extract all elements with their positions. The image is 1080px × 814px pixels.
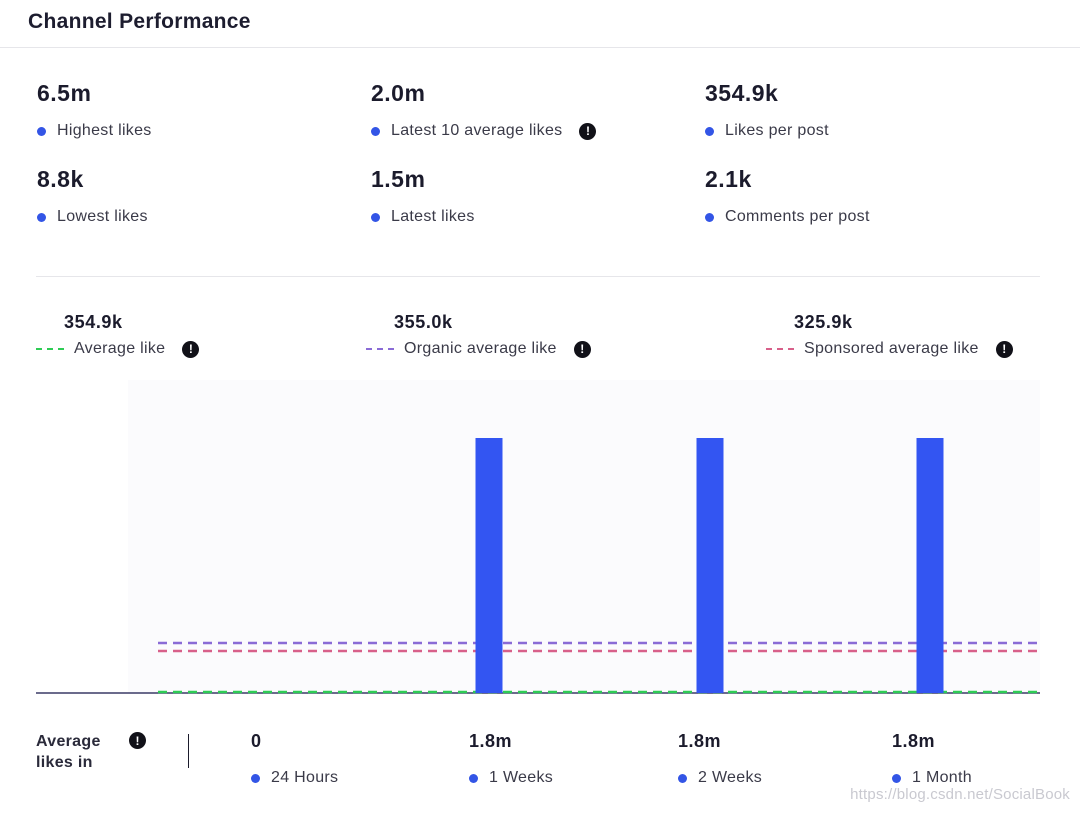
stat-likes-per-post: 354.9k Likes per post (705, 80, 1005, 150)
stat-lowest-likes: 8.8k Lowest likes (37, 166, 337, 236)
bars (475, 438, 944, 693)
page-title: Channel Performance (28, 10, 251, 33)
stat-label: Latest likes (391, 208, 475, 225)
stat-label: Likes per post (725, 122, 829, 139)
period-value: 1.8m (892, 731, 936, 751)
axis-separator (188, 734, 189, 768)
info-icon[interactable]: ! (995, 340, 1013, 358)
stat-value: 6.5m (37, 80, 92, 106)
watermark: https://blog.csdn.net/SocialBook (850, 786, 1070, 803)
stat-value: 354.9k (705, 80, 779, 106)
reference-lines (158, 641, 1040, 694)
average-likes-bar-chart (36, 380, 1040, 694)
card-header: Channel Performance (0, 0, 1080, 48)
stat-label: Comments per post (725, 208, 870, 225)
bullet-dot (705, 212, 714, 222)
period-value: 1.8m (469, 731, 513, 751)
section-divider (36, 276, 1040, 277)
legend-label: Sponsored average like (804, 340, 979, 357)
legend-value: 354.9k (64, 312, 123, 332)
period-label: 24 Hours (271, 769, 339, 786)
period-value: 0 (251, 731, 262, 751)
period-label: 2 Weeks (698, 769, 763, 786)
bar-1-weeks[interactable] (475, 438, 503, 693)
legend-label: Average like (74, 340, 166, 357)
period-label: 1 Weeks (489, 769, 554, 786)
bullet-dot (469, 773, 478, 783)
axis-title: Average likes in (36, 733, 101, 771)
info-icon[interactable]: ! (579, 122, 597, 140)
period-value: 1.8m (678, 731, 722, 751)
info-icon[interactable]: ! (182, 340, 200, 358)
bullet-dot (371, 126, 380, 136)
period-label: 1 Month (912, 769, 972, 786)
stat-latest-10-average-likes: 2.0m Latest 10 average likes ! (371, 80, 671, 150)
bullet-dot (371, 212, 380, 222)
info-icon[interactable]: ! (129, 732, 146, 749)
legend-value: 355.0k (394, 312, 453, 332)
stat-value: 2.1k (705, 166, 752, 192)
bullet-dot (251, 773, 260, 783)
bullet-dot (37, 126, 46, 136)
stat-highest-likes: 6.5m Highest likes (37, 80, 337, 150)
bullet-dot (37, 212, 46, 222)
plot-area (128, 380, 1040, 693)
stat-value: 1.5m (371, 166, 426, 192)
stat-label: Latest 10 average likes (391, 122, 563, 139)
dashed-line-swatch (36, 348, 64, 350)
stat-value: 8.8k (37, 166, 84, 192)
legend-value: 325.9k (794, 312, 853, 332)
dashed-line-swatch (366, 348, 394, 350)
stat-latest-likes: 1.5m Latest likes (371, 166, 671, 236)
bullet-dot (892, 773, 901, 783)
bar-1-month[interactable] (916, 438, 944, 693)
bar-2-weeks[interactable] (696, 438, 724, 693)
bullet-dot (705, 126, 714, 136)
legend-label: Organic average like (404, 340, 557, 357)
stat-comments-per-post: 2.1k Comments per post (705, 166, 1005, 236)
stat-label: Highest likes (57, 122, 152, 139)
stat-label: Lowest likes (57, 208, 148, 225)
info-icon[interactable]: ! (573, 340, 591, 358)
bullet-dot (678, 773, 687, 783)
stat-value: 2.0m (371, 80, 426, 106)
dashed-line-swatch (766, 348, 794, 350)
